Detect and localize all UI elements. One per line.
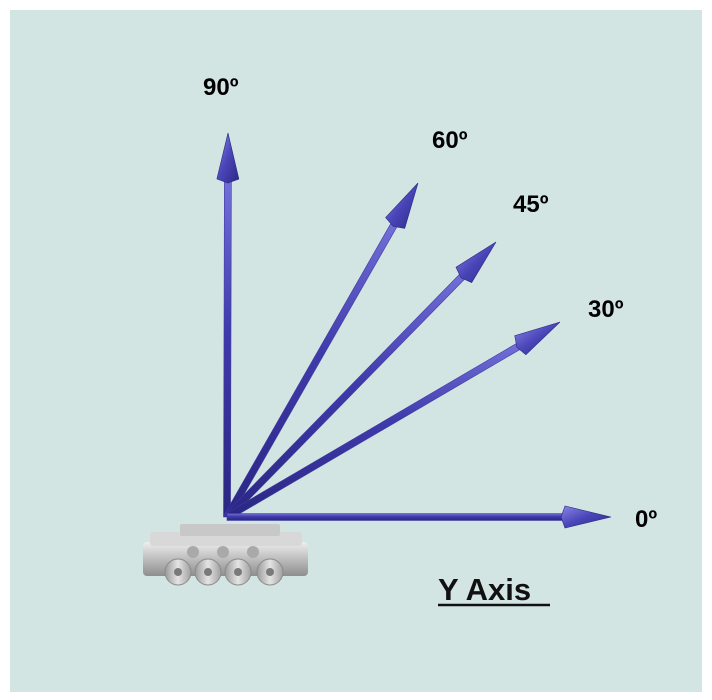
mount-bracket-illustration: [143, 524, 308, 586]
angle-labels: 90º 60º 45º 30º 0º: [203, 74, 657, 533]
diagram-background: [10, 10, 702, 692]
angle-label-30: 30º: [588, 296, 624, 323]
angle-label-45: 45º: [513, 191, 549, 218]
angle-label-0: 0º: [635, 506, 657, 533]
arrow-head: [385, 182, 419, 229]
arrow-head: [560, 505, 612, 529]
arrows-group: [216, 132, 612, 529]
arrow-head: [455, 241, 497, 283]
axis-label: Y Axis: [438, 572, 531, 607]
arrow-shaft: [226, 513, 566, 521]
arrow-90-deg: [216, 132, 240, 518]
arrow-45-deg: [224, 241, 497, 520]
arrow-30-deg: [224, 321, 561, 521]
arrow-0-deg: [226, 505, 612, 529]
angle-label-60: 60º: [432, 127, 468, 154]
angle-label-90: 90º: [203, 74, 239, 101]
arrow-head: [216, 132, 240, 184]
arrow-head: [514, 321, 561, 356]
arrow-shaft: [223, 178, 232, 518]
